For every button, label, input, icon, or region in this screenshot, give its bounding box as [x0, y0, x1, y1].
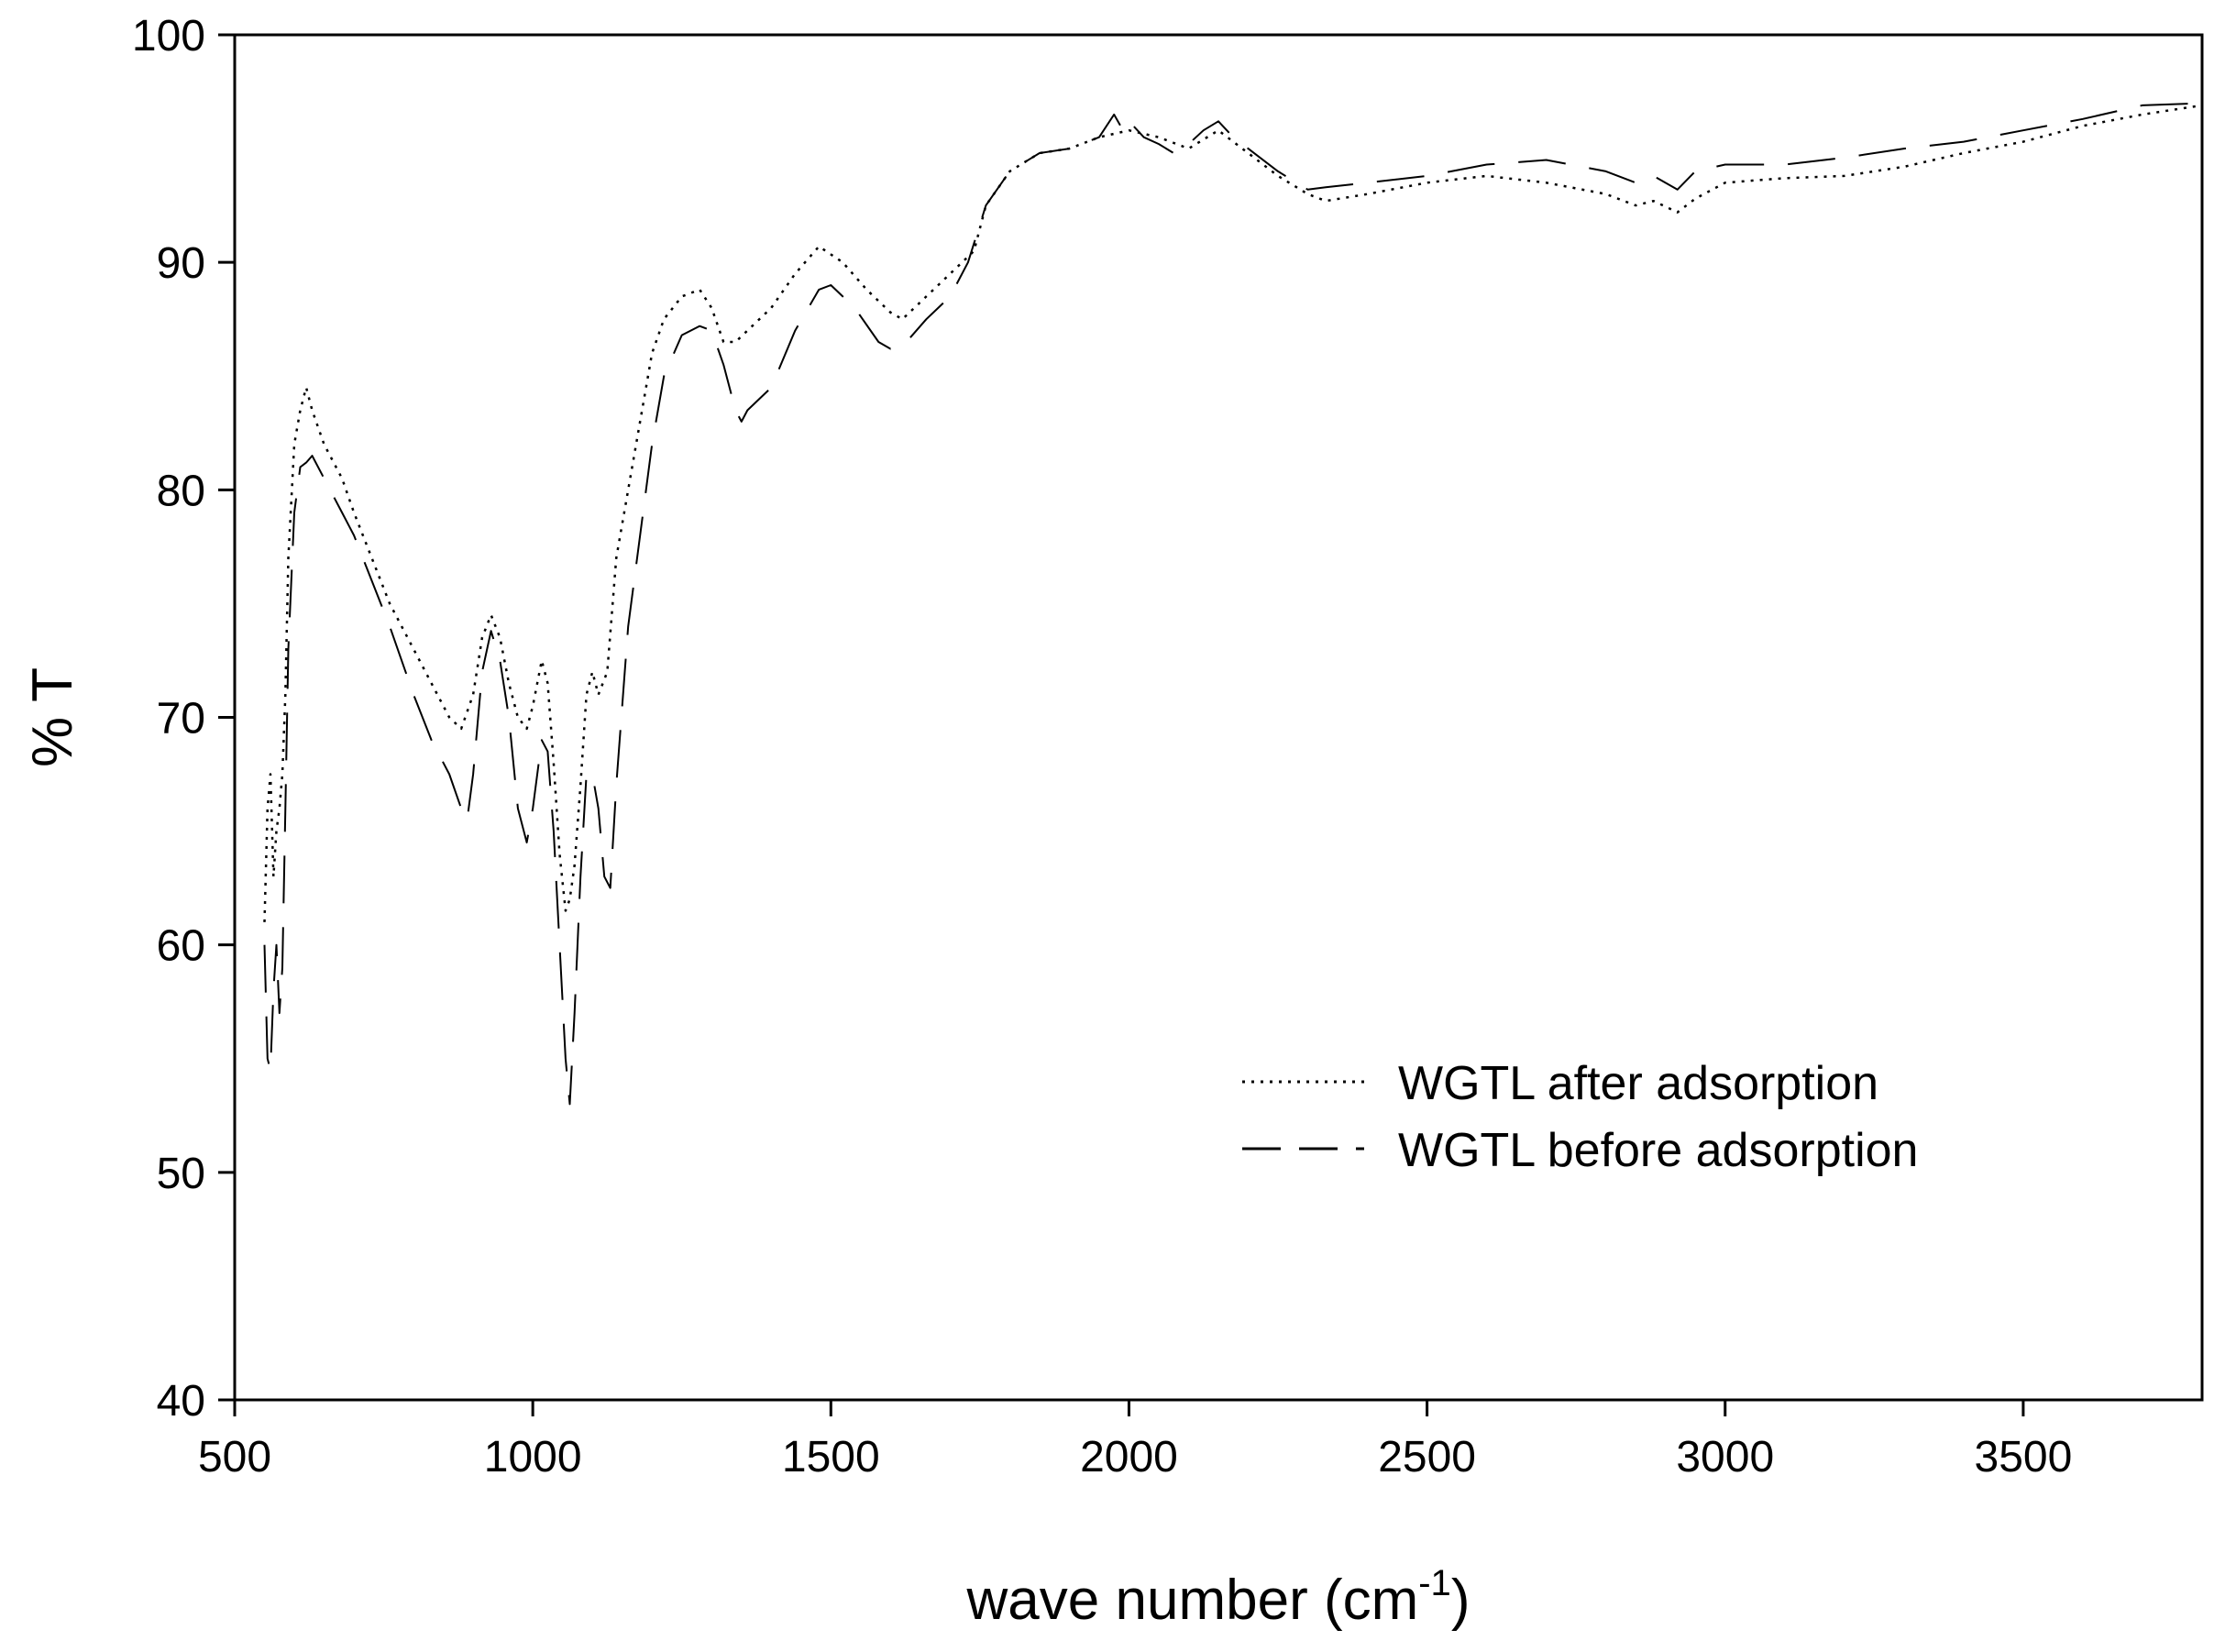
x-tick-label: 3000	[1676, 1433, 1774, 1481]
series-line-after-adsorption	[263, 104, 2203, 922]
x-tick-label: 1000	[484, 1433, 582, 1481]
x-tick-label: 3500	[1975, 1433, 2073, 1481]
y-tick-label: 40	[157, 1377, 205, 1426]
legend-label-before-adsorption: WGTL before adsorption	[1398, 1124, 1918, 1177]
legend: WGTL after adsorption WGTL before adsorp…	[1242, 1057, 1918, 1177]
legend-label-after-adsorption: WGTL after adsorption	[1398, 1057, 1878, 1110]
y-tick-label: 100	[132, 12, 205, 61]
y-tick-label: 70	[157, 695, 205, 743]
plot-frame	[233, 33, 2204, 1402]
x-axis-title-main: wave number (cm	[966, 1569, 1419, 1632]
series-line-before-adsorption	[263, 102, 2203, 1106]
y-tick-label: 60	[157, 922, 205, 971]
x-axis-title-suffix: )	[1451, 1569, 1470, 1632]
x-axis-title: wave number (cm-1)	[966, 1563, 1470, 1632]
x-tick-label: 1500	[782, 1433, 880, 1481]
y-tick-label: 90	[157, 239, 205, 288]
y-axis: 40 50 60 70 80 90 100	[132, 12, 235, 1426]
x-axis-title-superscript: -1	[1418, 1563, 1451, 1603]
x-tick-label: 2500	[1378, 1433, 1476, 1481]
x-tick-label: 500	[198, 1433, 271, 1481]
x-tick-label: 2000	[1080, 1433, 1178, 1481]
y-tick-label: 50	[157, 1150, 205, 1198]
x-axis: 500 1000 1500 2000 2500 3000 3500	[198, 1400, 2072, 1481]
series-layer	[263, 102, 2203, 1106]
y-tick-label: 80	[157, 467, 205, 515]
y-axis-title: % T	[21, 667, 84, 767]
